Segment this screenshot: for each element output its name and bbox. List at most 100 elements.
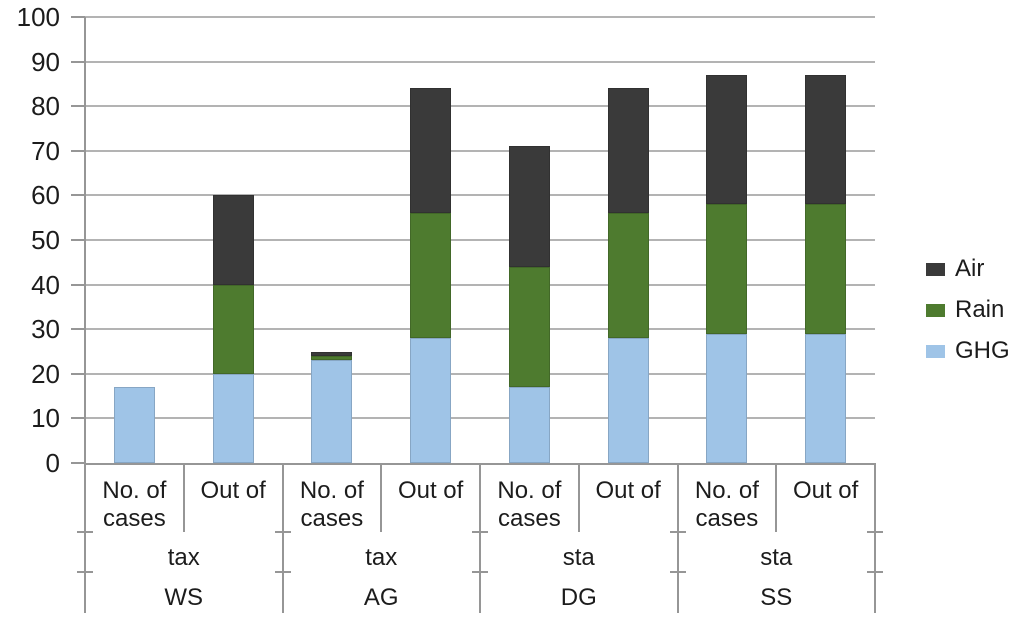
gridline xyxy=(85,149,875,152)
legend-item-ghg: GHG xyxy=(926,339,1010,363)
bar-segment-rain xyxy=(311,355,353,361)
y-axis-label: 90 xyxy=(31,46,60,77)
y-axis-label: 20 xyxy=(31,358,60,389)
legend-label-air: Air xyxy=(955,255,985,282)
group-divider-line xyxy=(676,463,679,613)
gridline xyxy=(85,372,875,375)
axis-level-tick xyxy=(77,571,93,573)
y-axis-tick xyxy=(71,417,85,420)
bar-segment-rain xyxy=(410,213,452,339)
y-axis-tick xyxy=(71,462,85,464)
bar-segment-air xyxy=(508,146,550,267)
group-divider-line xyxy=(479,463,481,613)
gridline xyxy=(85,283,875,286)
axis-level-tick xyxy=(77,531,93,533)
gridline xyxy=(85,16,875,18)
axis-level-tick xyxy=(867,571,883,573)
bar-segment-air xyxy=(805,74,847,205)
bar-segment-ghg xyxy=(805,333,847,463)
category-divider-line xyxy=(380,465,383,532)
category-label: No. of cases xyxy=(299,477,364,533)
gridline xyxy=(85,239,875,241)
rain-swatch-icon xyxy=(926,303,945,317)
category-divider-line xyxy=(775,465,778,532)
group-label-mid: sta xyxy=(760,544,793,571)
group-label-mid: tax xyxy=(365,544,398,571)
group-label-bottom: SS xyxy=(760,584,793,611)
legend-label-ghg: GHG xyxy=(955,337,1010,364)
y-axis-tick xyxy=(71,194,85,197)
category-divider-line xyxy=(182,465,185,532)
bar-segment-air xyxy=(410,88,452,214)
y-axis-tick xyxy=(71,239,85,241)
y-axis-label: 80 xyxy=(31,91,60,122)
legend-item-rain: Rain xyxy=(926,298,1010,322)
gridline xyxy=(85,194,875,197)
y-axis-tick xyxy=(71,60,85,63)
y-axis-tick xyxy=(71,283,85,286)
bar-segment-ghg xyxy=(706,333,748,463)
y-axis-tick xyxy=(71,328,85,331)
y-axis-line xyxy=(84,17,86,613)
axis-level-tick xyxy=(274,531,291,533)
group-label-bottom: DG xyxy=(560,584,597,611)
category-label: No. of cases xyxy=(694,477,759,533)
axis-level-tick xyxy=(472,531,488,533)
bar-segment-air xyxy=(212,195,254,285)
y-axis-tick xyxy=(71,372,85,375)
group-label-mid: sta xyxy=(562,544,595,571)
group-label-mid: tax xyxy=(167,544,200,571)
bar-segment-rain xyxy=(508,266,550,388)
gridline xyxy=(85,328,875,331)
category-label: No. of cases xyxy=(497,477,562,533)
gridline xyxy=(85,105,875,108)
legend-label-rain: Rain xyxy=(955,296,1005,323)
y-axis-label: 0 xyxy=(45,448,60,478)
bar-segment-ghg xyxy=(508,387,550,463)
y-axis-label: 100 xyxy=(16,2,60,32)
legend-item-air: Air xyxy=(926,257,1010,281)
group-label-bottom: AG xyxy=(363,584,399,611)
y-axis-label: 70 xyxy=(31,135,60,166)
category-label: Out of xyxy=(200,477,266,504)
category-label: Out of xyxy=(595,477,661,504)
bar-segment-air xyxy=(607,88,649,214)
bar-segment-ghg xyxy=(113,387,155,463)
gridline xyxy=(85,60,875,63)
axis-level-tick xyxy=(472,571,488,573)
air-swatch-icon xyxy=(926,262,945,276)
y-axis-label: 40 xyxy=(31,269,60,300)
gridline xyxy=(85,417,875,420)
axis-level-tick xyxy=(274,571,291,573)
bar-segment-ghg xyxy=(311,360,353,463)
bar-segment-air xyxy=(311,351,353,356)
y-axis-label: 50 xyxy=(31,225,60,255)
y-axis-label: 60 xyxy=(31,180,60,211)
group-divider-line xyxy=(874,463,876,613)
y-axis-tick xyxy=(71,105,85,108)
bar-segment-rain xyxy=(212,284,254,374)
axis-level-tick xyxy=(669,571,686,573)
legend: Air Rain GHG xyxy=(926,257,1010,363)
category-label: No. of cases xyxy=(102,477,167,533)
group-divider-line xyxy=(281,463,284,613)
y-axis-label: 10 xyxy=(31,403,60,434)
bar-segment-rain xyxy=(706,204,748,334)
category-label: Out of xyxy=(792,477,859,504)
category-divider-line xyxy=(577,465,580,532)
category-label: Out of xyxy=(397,477,464,504)
axis-level-tick xyxy=(669,531,686,533)
bar-segment-rain xyxy=(805,204,847,334)
bar-segment-ghg xyxy=(212,373,254,463)
y-axis-tick xyxy=(71,149,85,152)
bar-segment-ghg xyxy=(607,338,649,463)
ghg-swatch-icon xyxy=(926,344,945,358)
axis-level-tick xyxy=(867,531,883,533)
bar-segment-ghg xyxy=(410,338,452,463)
bar-segment-rain xyxy=(607,213,649,339)
y-axis-tick xyxy=(71,16,85,18)
y-axis-label: 30 xyxy=(31,314,60,345)
group-label-bottom: WS xyxy=(164,584,204,611)
bar-segment-air xyxy=(706,74,748,205)
